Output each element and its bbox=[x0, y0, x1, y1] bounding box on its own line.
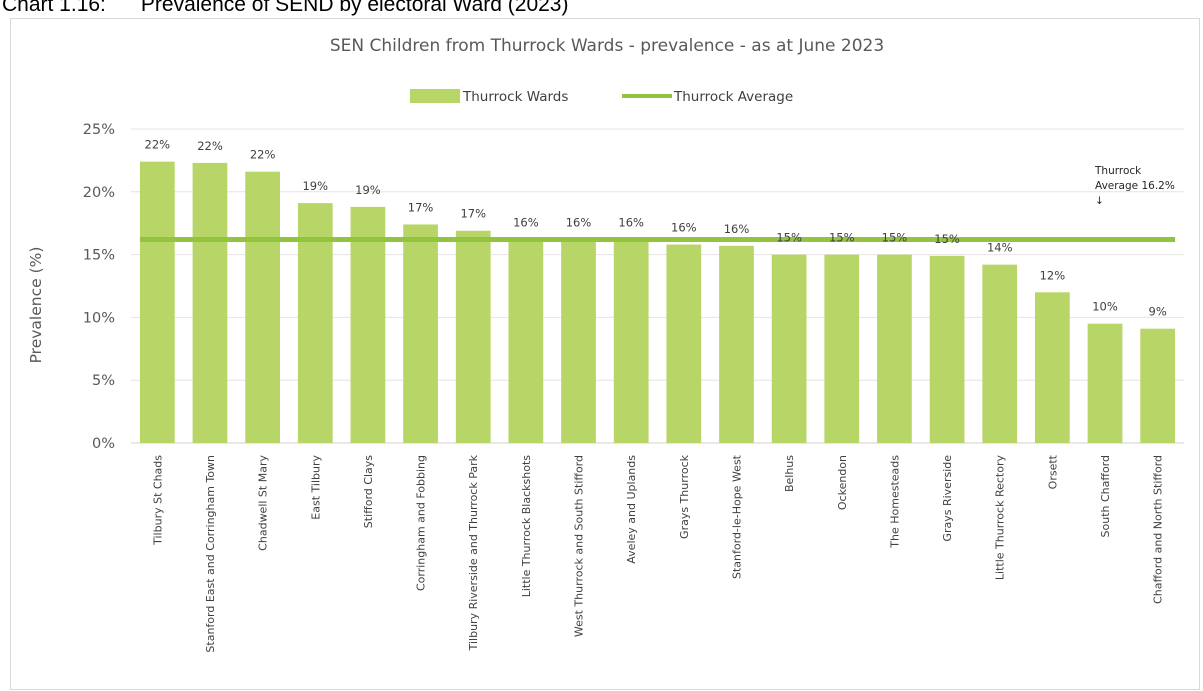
annotation-line-2: Average 16.2% bbox=[1095, 180, 1175, 192]
x-tick-label: The Homesteads bbox=[888, 455, 901, 549]
x-tick-label: Little Thurrock Rectory bbox=[994, 455, 1007, 581]
x-tick-label: Tilbury St Chads bbox=[151, 455, 164, 546]
bar bbox=[824, 254, 860, 443]
y-axis-label: Prevalence (%) bbox=[27, 247, 45, 364]
y-tick-label: 20% bbox=[83, 185, 115, 201]
data-label: 9% bbox=[1149, 305, 1167, 319]
data-label: 22% bbox=[250, 148, 276, 162]
bar bbox=[455, 230, 491, 443]
bar bbox=[1035, 292, 1070, 443]
x-tick-label: Belhus bbox=[783, 455, 796, 492]
x-tick-label: Stanford-le-Hope West bbox=[730, 454, 743, 579]
bar bbox=[139, 161, 175, 443]
y-tick-label: 25% bbox=[83, 122, 115, 138]
data-label: 15% bbox=[882, 231, 908, 245]
bar bbox=[877, 254, 912, 443]
x-tick-label: South Chafford bbox=[1099, 455, 1112, 537]
data-label: 16% bbox=[671, 221, 697, 235]
x-tick-label: Chafford and North Stifford bbox=[1152, 455, 1165, 604]
x-tick-label: Tilbury Riverside and Thurrock Park bbox=[467, 454, 480, 651]
bar bbox=[1140, 328, 1176, 443]
data-label: 22% bbox=[197, 139, 223, 153]
y-tick-label: 5% bbox=[92, 373, 115, 389]
bar bbox=[929, 255, 965, 443]
data-label: 10% bbox=[1092, 300, 1118, 314]
legend: Thurrock Wards Thurrock Average bbox=[410, 89, 793, 105]
data-label: 16% bbox=[566, 216, 592, 230]
y-tick-label: 0% bbox=[92, 436, 115, 452]
bar-series bbox=[139, 161, 1176, 444]
bar bbox=[1087, 323, 1123, 443]
bar bbox=[666, 244, 702, 443]
y-tick-label: 10% bbox=[83, 310, 115, 326]
data-label: 16% bbox=[724, 222, 750, 236]
data-label: 17% bbox=[460, 207, 486, 221]
x-tick-label: Chadwell St Mary bbox=[257, 455, 270, 551]
legend-label-bars: Thurrock Wards bbox=[462, 89, 568, 105]
bar bbox=[771, 254, 807, 443]
average-annotation: Thurrock Average 16.2% ↓ bbox=[1094, 165, 1175, 207]
x-tick-label: Stanford East and Corringham Town bbox=[204, 455, 217, 653]
data-labels: 22% 22% 22% 19% 19% 17% 17% 16% 16% 16% 16% 16% 15% 1… bbox=[145, 138, 1167, 319]
data-label: 15% bbox=[934, 232, 960, 246]
bar bbox=[403, 224, 438, 443]
data-label: 15% bbox=[829, 231, 855, 245]
data-label: 12% bbox=[1040, 268, 1066, 282]
x-tick-label: Grays Thurrock bbox=[678, 454, 691, 539]
bar bbox=[719, 245, 754, 443]
data-label: 14% bbox=[987, 241, 1013, 255]
x-tick-label: Corringham and Fobbing bbox=[415, 455, 428, 591]
data-label: 16% bbox=[513, 216, 539, 230]
data-label: 22% bbox=[145, 138, 171, 152]
chart-caption: Chart 1.16: Prevalence of SEND by electo… bbox=[2, 0, 569, 16]
data-label: 17% bbox=[408, 200, 434, 214]
bar bbox=[508, 239, 544, 443]
legend-label-line: Thurrock Average bbox=[673, 89, 793, 105]
y-tick-label: 15% bbox=[83, 248, 115, 264]
x-tick-label: Orsett bbox=[1046, 454, 1059, 489]
data-label: 15% bbox=[776, 231, 802, 245]
data-label: 19% bbox=[355, 183, 381, 197]
bar bbox=[613, 239, 649, 443]
bar-chart: 22% 22% 22% 19% 19% 17% 17% 16% 16% 16% 16% 16% 15% 1… bbox=[27, 36, 1184, 653]
bar bbox=[982, 264, 1018, 443]
x-tick-label: Stifford Clays bbox=[362, 455, 375, 528]
annotation-line-1: Thurrock bbox=[1094, 165, 1142, 177]
data-label: 16% bbox=[618, 216, 644, 230]
annotation-arrow: ↓ bbox=[1095, 195, 1104, 207]
bar bbox=[350, 206, 386, 443]
chart-frame: 22% 22% 22% 19% 19% 17% 17% 16% 16% 16% 16% 16% 15% 1… bbox=[10, 18, 1200, 690]
x-tick-label: Little Thurrock Blackshots bbox=[520, 455, 533, 598]
bar bbox=[245, 171, 280, 444]
chart-title: SEN Children from Thurrock Wards - preva… bbox=[330, 36, 884, 56]
x-tick-label: West Thurrock and South Stifford bbox=[573, 455, 586, 637]
x-tick-label: Grays Riverside bbox=[941, 455, 954, 542]
bar bbox=[192, 162, 228, 444]
gridlines bbox=[131, 128, 1184, 444]
x-tick-label: East Tilbury bbox=[309, 455, 322, 520]
legend-swatch-bars bbox=[410, 89, 460, 103]
y-axis: 0% 5% 10% 15% 20% 25% bbox=[83, 122, 115, 452]
x-axis: Tilbury St Chads Stanford East and Corrin… bbox=[151, 454, 1164, 652]
x-tick-label: Ockendon bbox=[836, 455, 849, 510]
x-tick-label: Aveley and Uplands bbox=[625, 455, 638, 564]
bar bbox=[297, 203, 333, 443]
bar bbox=[561, 239, 596, 443]
data-label: 19% bbox=[302, 179, 328, 193]
